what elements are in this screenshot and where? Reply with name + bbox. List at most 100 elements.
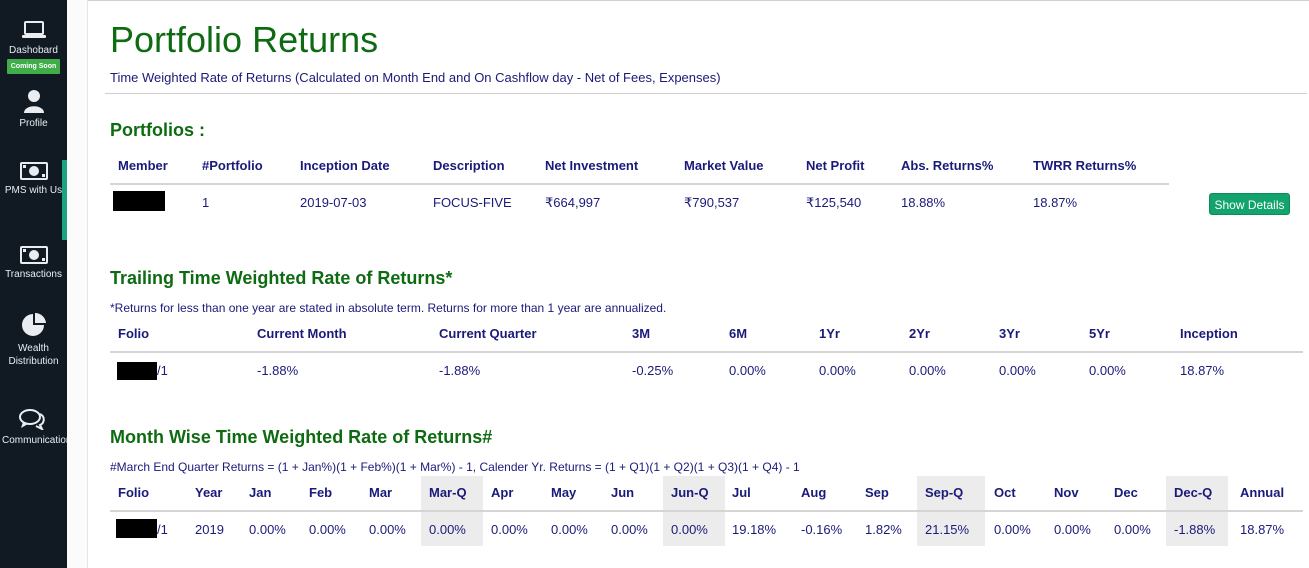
sidebar-item-communications[interactable]: Communications <box>0 408 80 447</box>
redacted-folio <box>116 519 157 538</box>
sidebar-item-label: Profile <box>19 118 48 129</box>
column-header: 6M <box>729 326 748 341</box>
abs-returns: 18.88% <box>901 195 946 210</box>
column-header: Year <box>195 485 223 500</box>
current-quarter-value: -1.88% <box>439 363 481 378</box>
apr-value: 0.00% <box>491 522 528 537</box>
column-header: May <box>551 485 577 500</box>
column-header: Dec-Q <box>1174 485 1213 500</box>
column-header: Folio <box>118 485 150 500</box>
mar-value: 0.00% <box>369 522 406 537</box>
table-rule <box>110 510 1303 512</box>
column-header: Apr <box>491 485 514 500</box>
net-investment: ₹664,997 <box>545 195 601 210</box>
column-header: Current Quarter <box>439 326 537 341</box>
show-details-button[interactable]: Show Details <box>1209 193 1290 215</box>
jan-value: 0.00% <box>249 522 286 537</box>
sidebar: Dashobard Coming Soon Profile PMS with U… <box>0 0 76 568</box>
annual-value: 18.87% <box>1240 522 1285 537</box>
sidebar-item-transactions[interactable]: Transactions <box>0 246 67 281</box>
chat-icon <box>19 409 45 430</box>
sidebar-item-label: Communications <box>2 435 77 446</box>
monthwise-note: #March End Quarter Returns = (1 + Jan%)(… <box>110 460 800 474</box>
column-header: Net Investment <box>545 158 639 173</box>
column-header: Jun <box>611 485 635 500</box>
column-header: Net Profit <box>806 158 865 173</box>
net-profit: ₹125,540 <box>806 195 862 210</box>
user-icon <box>23 90 44 113</box>
column-header: Folio <box>118 326 150 341</box>
column-header: TWRR Returns% <box>1033 158 1137 173</box>
column-header: Description <box>433 158 505 173</box>
column-header: 3M <box>632 326 651 341</box>
sep-value: 1.82% <box>865 522 902 537</box>
jun-q-value: 0.00% <box>671 522 708 537</box>
sidebar-item-label: Transactions <box>5 269 62 280</box>
aug-value: -0.16% <box>801 522 843 537</box>
redacted-folio <box>117 362 157 380</box>
feb-value: 0.00% <box>309 522 346 537</box>
column-header: Jan <box>249 485 272 500</box>
monthwise-title: Month Wise Time Weighted Rate of Returns… <box>110 427 493 447</box>
money-icon <box>19 246 48 264</box>
column-header: Feb <box>309 485 333 500</box>
trailing-title: Trailing Time Weighted Rate of Returns* <box>110 268 453 288</box>
twrr-returns: 18.87% <box>1033 195 1078 210</box>
5yr-value: 0.00% <box>1089 363 1126 378</box>
1yr-value: 0.00% <box>819 363 856 378</box>
table-rule <box>110 183 1169 185</box>
description: FOCUS-FIVE <box>433 195 512 210</box>
column-header: Annual <box>1240 485 1285 500</box>
trailing-note: *Returns for less than one year are stat… <box>110 301 667 315</box>
page-subtitle: Time Weighted Rate of Returns (Calculate… <box>110 70 721 85</box>
2yr-value: 0.00% <box>909 363 946 378</box>
column-header: 5Yr <box>1089 326 1110 341</box>
column-header: #Portfolio <box>202 158 263 173</box>
sidebar-item-profile[interactable]: Profile <box>0 89 67 130</box>
column-header: Aug <box>801 485 827 500</box>
column-header: 1Yr <box>819 326 840 341</box>
sep-q-value: 21.15% <box>925 522 970 537</box>
divider <box>105 93 1307 94</box>
portfolio-count: 1 <box>202 195 210 210</box>
pie-chart-icon <box>21 312 46 336</box>
jun-value: 0.00% <box>611 522 648 537</box>
inception-value: 18.87% <box>1180 363 1225 378</box>
may-value: 0.00% <box>551 522 588 537</box>
inception-date: 2019-07-03 <box>300 195 367 210</box>
sidebar-item-dashboard[interactable]: Dashobard Coming Soon <box>0 20 67 74</box>
3m-value: -0.25% <box>632 363 674 378</box>
laptop-icon <box>21 21 46 38</box>
sidebar-gutter <box>67 0 88 568</box>
jul-value: 19.18% <box>732 522 777 537</box>
table-rule <box>110 351 1303 353</box>
market-value: ₹790,537 <box>684 195 740 210</box>
dec-q-value: -1.88% <box>1174 522 1216 537</box>
coming-soon-badge: Coming Soon <box>6 59 61 74</box>
folio-suffix: /1 <box>157 363 168 378</box>
column-header: Nov <box>1054 485 1079 500</box>
sidebar-item-label: Dashobard <box>9 45 58 56</box>
sidebar-item-label: PMS with Us <box>4 185 63 196</box>
column-header: Dec <box>1114 485 1138 500</box>
sidebar-item-wealth-distribution[interactable]: Wealth Distribution <box>0 312 67 368</box>
redacted-member <box>113 191 165 211</box>
money-icon <box>19 162 48 180</box>
column-header: Mar-Q <box>429 485 467 500</box>
6m-value: 0.00% <box>729 363 766 378</box>
portfolios-title: Portfolios : <box>110 120 205 140</box>
column-header: Sep <box>865 485 889 500</box>
column-header: Jul <box>732 485 751 500</box>
sidebar-item-pms[interactable]: PMS with Us <box>0 160 67 240</box>
column-header: Market Value <box>684 158 764 173</box>
dec-value: 0.00% <box>1114 522 1151 537</box>
column-header: Jun-Q <box>671 485 709 500</box>
3yr-value: 0.00% <box>999 363 1036 378</box>
column-header: Member <box>118 158 168 173</box>
column-header: Current Month <box>257 326 347 341</box>
nov-value: 0.00% <box>1054 522 1091 537</box>
year-value: 2019 <box>195 522 224 537</box>
mar-q-value: 0.00% <box>429 522 466 537</box>
current-month-value: -1.88% <box>257 363 299 378</box>
column-header: Inception <box>1180 326 1238 341</box>
